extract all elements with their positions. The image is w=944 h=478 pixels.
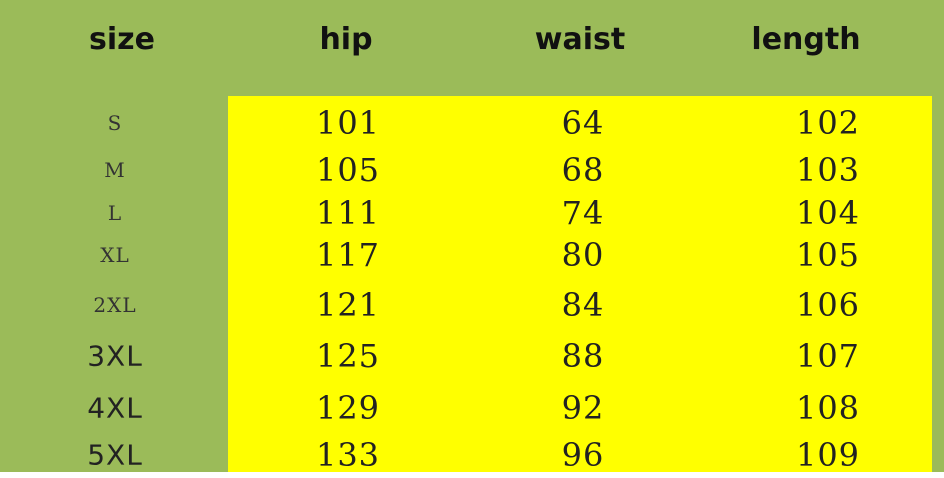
size-chart-data-area	[228, 96, 932, 472]
cell-waist: 88	[561, 337, 605, 375]
cell-waist: 80	[561, 236, 605, 274]
cell-hip: 105	[315, 151, 381, 189]
cell-length: 109	[795, 436, 861, 474]
cell-waist: 68	[561, 151, 605, 189]
cell-hip: 129	[315, 389, 381, 427]
cell-hip: 101	[315, 104, 381, 142]
cell-length: 102	[795, 104, 861, 142]
column-header-length: length	[751, 22, 861, 57]
cell-hip: 117	[315, 236, 381, 274]
cell-size: M	[104, 158, 126, 182]
cell-size: S	[107, 111, 123, 135]
cell-size: XL	[100, 243, 130, 267]
cell-length: 104	[795, 194, 861, 232]
cell-length: 108	[795, 389, 861, 427]
column-header-waist: waist	[534, 22, 626, 57]
cell-waist: 84	[561, 286, 605, 324]
cell-size: 2XL	[93, 293, 137, 317]
cell-waist: 96	[561, 436, 605, 474]
cell-waist: 74	[561, 194, 605, 232]
column-header-size: size	[89, 22, 155, 57]
cell-length: 107	[795, 337, 861, 375]
cell-size: 3XL	[87, 339, 143, 373]
cell-length: 106	[795, 286, 861, 324]
cell-hip: 121	[315, 286, 381, 324]
cell-waist: 64	[561, 104, 605, 142]
cell-length: 105	[795, 236, 861, 274]
cell-waist: 92	[561, 389, 605, 427]
column-header-hip: hip	[319, 22, 373, 57]
cell-length: 103	[795, 151, 861, 189]
cell-size: L	[107, 201, 123, 225]
cell-size: 5XL	[87, 438, 143, 472]
cell-size: 4XL	[87, 391, 143, 425]
cell-hip: 133	[315, 436, 381, 474]
cell-hip: 125	[315, 337, 381, 375]
cell-hip: 111	[315, 194, 381, 232]
